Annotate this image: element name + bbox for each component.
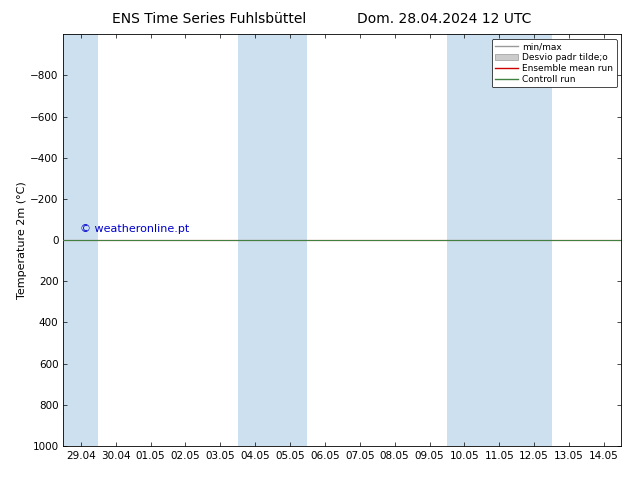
Bar (273, 34, 307, 446)
Text: © weatheronline.pt: © weatheronline.pt (80, 224, 190, 234)
Text: ENS Time Series Fuhlsbüttel: ENS Time Series Fuhlsbüttel (112, 12, 306, 26)
Legend: min/max, Desvio padr tilde;o, Ensemble mean run, Controll run: min/max, Desvio padr tilde;o, Ensemble m… (491, 39, 617, 87)
Bar (517, 34, 552, 446)
Y-axis label: Temperature 2m (°C): Temperature 2m (°C) (17, 181, 27, 299)
Text: Dom. 28.04.2024 12 UTC: Dom. 28.04.2024 12 UTC (356, 12, 531, 26)
Bar (63, 34, 98, 446)
Bar (238, 34, 273, 446)
Bar (482, 34, 517, 446)
Bar (447, 34, 482, 446)
